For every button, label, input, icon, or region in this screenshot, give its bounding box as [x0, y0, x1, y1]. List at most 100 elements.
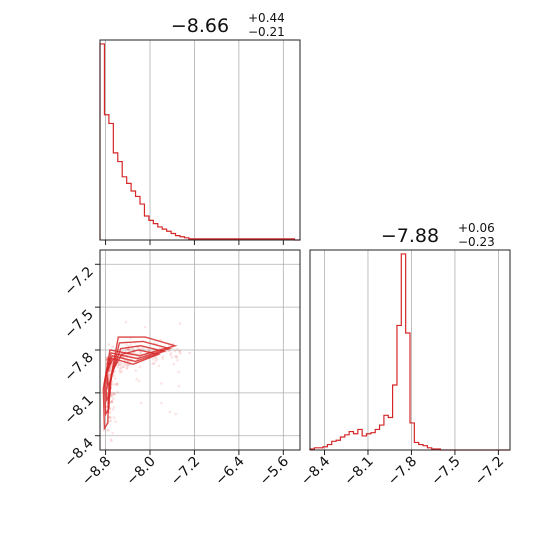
scatter-point: [117, 363, 121, 367]
scatter-point: [169, 353, 172, 357]
scatter-point: [124, 343, 128, 346]
scatter-ytick-label: −8.1: [61, 392, 96, 427]
scatter-point: [178, 350, 181, 353]
scatter-point: [168, 410, 172, 414]
scatter-point: [108, 411, 112, 414]
scatter-point: [131, 347, 135, 351]
scatter-point: [159, 338, 163, 342]
panel-frame-hist2: [309, 249, 511, 451]
scatter-point: [159, 382, 163, 385]
scatter-point: [129, 343, 132, 346]
scatter-xtick-label: −8.0: [123, 454, 158, 489]
scatter-point: [168, 349, 171, 352]
scatter-point: [177, 384, 181, 388]
scatter-point: [139, 401, 143, 405]
scatter-point: [112, 406, 116, 409]
scatter-point: [111, 431, 115, 435]
scatter-point: [110, 400, 113, 403]
title-param1: −8.66: [171, 15, 229, 37]
scatter-point: [154, 360, 157, 363]
panel-hist-param1: −8.66 +0.44 −0.21: [99, 11, 301, 245]
scatter-point: [115, 382, 119, 385]
scatter-point: [112, 397, 115, 401]
scatter-point: [116, 390, 119, 394]
scatter-point: [178, 349, 182, 353]
scatter-point: [124, 320, 128, 324]
scatter-point: [139, 352, 142, 355]
scatter-point: [109, 419, 113, 423]
scatter-point: [178, 322, 182, 325]
panel-hist-param2: −8.4 −8.1 −7.8 −7.5 −7.2 −7.88 +0.06 −0.23: [298, 221, 511, 489]
scatter-point: [119, 371, 122, 374]
scatter-point: [108, 415, 112, 419]
scatter-point: [110, 400, 114, 404]
scatter-point: [105, 428, 109, 432]
scatter-point: [118, 367, 122, 370]
scatter-point: [110, 394, 114, 398]
scatter-point: [135, 377, 138, 381]
scatter-point: [169, 352, 173, 355]
scatter-point: [172, 362, 175, 366]
scatter-point: [115, 383, 119, 386]
scatter-point: [110, 401, 113, 404]
scatter-point: [113, 369, 117, 373]
scatter-point: [174, 412, 178, 416]
scatter-point: [126, 364, 129, 367]
scatter-point: [116, 365, 120, 368]
scatter-point: [114, 420, 117, 423]
scatter-point: [138, 365, 142, 368]
scatter-point: [175, 355, 179, 358]
scatter-point: [122, 365, 126, 369]
scatter-point: [179, 352, 182, 355]
scatter-point: [105, 356, 109, 359]
scatter-point: [120, 370, 124, 373]
scatter-point: [112, 416, 116, 419]
scatter-point: [157, 364, 161, 368]
scatter-point: [121, 365, 125, 368]
scatter-point: [105, 358, 109, 362]
scatter-point: [111, 345, 115, 348]
hist2-xtick-label: −8.1: [341, 454, 376, 489]
title-param2: −7.88: [381, 225, 439, 247]
scatter-point: [105, 358, 109, 362]
scatter-point: [107, 375, 110, 379]
scatter-point: [155, 358, 159, 361]
scatter-point: [127, 348, 130, 352]
scatter-point: [151, 358, 155, 361]
scatter-point: [127, 348, 131, 352]
histogram-param1: [99, 43, 301, 241]
scatter-point: [111, 408, 115, 411]
scatter-point: [109, 368, 112, 372]
title-param2-plus: +0.06: [458, 221, 495, 235]
scatter-point: [133, 351, 136, 355]
title-param2-minus: −0.23: [458, 235, 495, 249]
scatter-point: [166, 349, 170, 353]
scatter-point: [113, 392, 116, 396]
scatter-point: [151, 362, 155, 366]
scatter-xtick-label: −5.6: [257, 453, 292, 488]
scatter-point: [154, 356, 158, 360]
scatter-point: [107, 343, 111, 346]
scatter-point: [126, 366, 129, 369]
scatter-xtick-label: −6.4: [212, 453, 247, 488]
scatter-point: [112, 392, 115, 395]
scatter-point: [125, 348, 128, 351]
scatter-point: [119, 362, 123, 365]
scatter-point: [140, 347, 144, 350]
scatter-point: [115, 383, 119, 386]
scatter-point: [139, 350, 143, 354]
scatter-point: [176, 348, 179, 351]
scatter-point: [113, 383, 116, 386]
scatter-point: [188, 351, 191, 355]
scatter-point: [110, 399, 114, 403]
scatter-point: [108, 372, 111, 376]
scatter-point: [177, 370, 181, 374]
scatter-point: [134, 369, 137, 372]
scatter-point: [161, 355, 164, 358]
hist2-xtick-label: −8.4: [298, 453, 333, 488]
scatter-point: [152, 362, 156, 365]
scatter-point: [117, 362, 121, 366]
scatter-point: [114, 377, 117, 380]
scatter-point: [176, 358, 179, 362]
scatter-point: [143, 325, 147, 329]
